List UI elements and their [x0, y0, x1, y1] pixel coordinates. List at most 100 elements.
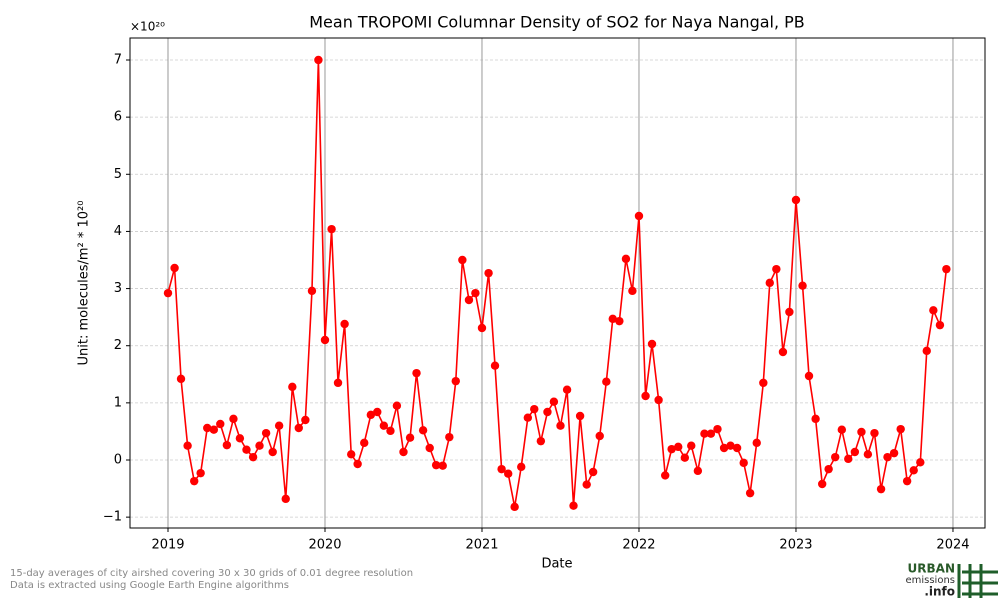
data-point: [327, 224, 336, 234]
data-point: [203, 423, 212, 433]
y-tick-label: 3: [114, 281, 122, 296]
data-point: [595, 431, 604, 441]
data-point: [183, 441, 192, 450]
data-point: [785, 307, 794, 317]
data-point: [530, 404, 539, 414]
data-point: [556, 421, 565, 430]
data-point: [798, 281, 807, 290]
data-point: [523, 413, 533, 422]
data-point: [870, 428, 879, 438]
data-point: [163, 288, 173, 298]
data-point: [896, 424, 905, 434]
footnote: Data is extracted using Google Earth Eng…: [10, 580, 289, 591]
data-point: [739, 458, 748, 468]
data-point: [752, 438, 761, 448]
data-point: [778, 347, 788, 357]
logo-icon: [957, 564, 998, 598]
x-tick-label: 2024: [936, 538, 969, 553]
data-point: [713, 424, 722, 434]
data-point: [340, 319, 349, 329]
x-tick-label: 2023: [779, 538, 812, 553]
data-point: [373, 407, 382, 417]
data-point: [844, 454, 853, 464]
data-point: [575, 411, 585, 421]
data-point: [929, 306, 938, 315]
data-point: [248, 452, 258, 462]
data-point: [281, 494, 290, 504]
data-point: [451, 376, 460, 386]
data-point: [477, 323, 487, 333]
data-point: [680, 453, 690, 462]
footnote: 15-day averages of city airshed covering…: [10, 568, 413, 579]
data-point: [497, 464, 506, 474]
data-point: [170, 263, 179, 273]
logo-text: .info: [924, 585, 955, 599]
data-point: [759, 378, 768, 388]
data-point: [719, 443, 729, 453]
data-point: [850, 447, 860, 457]
data-point: [543, 407, 552, 417]
data-point: [255, 441, 264, 450]
data-point: [418, 426, 428, 435]
data-point: [294, 423, 303, 433]
data-point: [641, 391, 650, 401]
data-point: [602, 377, 611, 386]
data-point: [562, 385, 572, 394]
data-point: [431, 460, 441, 470]
data-point: [288, 382, 297, 392]
data-point: [647, 339, 657, 349]
data-point: [347, 450, 356, 459]
data-point: [353, 459, 362, 469]
data-point: [660, 471, 670, 480]
data-point: [190, 476, 199, 486]
data-point: [379, 421, 389, 430]
data-point: [261, 428, 271, 438]
data-point: [517, 462, 526, 472]
data-point: [445, 432, 454, 442]
data-point: [667, 444, 676, 454]
y-tick-label: 0: [114, 453, 122, 468]
logo-text: URBAN: [908, 562, 955, 576]
logo-text: emissions: [905, 575, 955, 586]
data-point: [935, 320, 945, 330]
data-point: [360, 438, 369, 448]
y-tick-label: −1: [103, 510, 122, 525]
data-point: [889, 448, 899, 458]
data-point: [634, 211, 644, 221]
y-tick-label: 7: [114, 53, 122, 68]
data-point: [772, 264, 781, 274]
data-point: [628, 286, 637, 296]
y-tick-label: 1: [114, 395, 122, 410]
data-point: [268, 447, 277, 457]
x-tick-label: 2022: [622, 538, 655, 553]
y-tick-label: 6: [114, 110, 122, 125]
data-point: [837, 425, 847, 434]
data-point: [883, 452, 892, 462]
x-tick-label: 2020: [308, 538, 341, 553]
data-point: [615, 316, 624, 326]
data-point: [536, 436, 546, 446]
data-point: [216, 419, 225, 429]
data-point: [732, 443, 742, 453]
data-point: [274, 421, 284, 430]
data-point: [569, 501, 578, 510]
data-point: [307, 286, 317, 296]
data-point: [654, 395, 663, 405]
data-point: [588, 467, 598, 477]
data-point: [399, 447, 408, 457]
data-point: [902, 476, 912, 486]
data-point: [490, 361, 500, 370]
y-axis-label: Unit: molecules/m² * 10²⁰: [77, 201, 92, 366]
data-point: [471, 288, 480, 298]
data-point: [745, 488, 755, 498]
y-tick-label: 2: [114, 338, 122, 353]
data-point: [464, 295, 474, 305]
data-point: [791, 195, 801, 205]
series-line: [167, 59, 948, 508]
data-point: [824, 464, 833, 474]
offset-text: ×10²⁰: [130, 20, 165, 34]
data-point: [366, 410, 376, 420]
data-point: [811, 414, 820, 424]
data-point: [922, 346, 931, 356]
